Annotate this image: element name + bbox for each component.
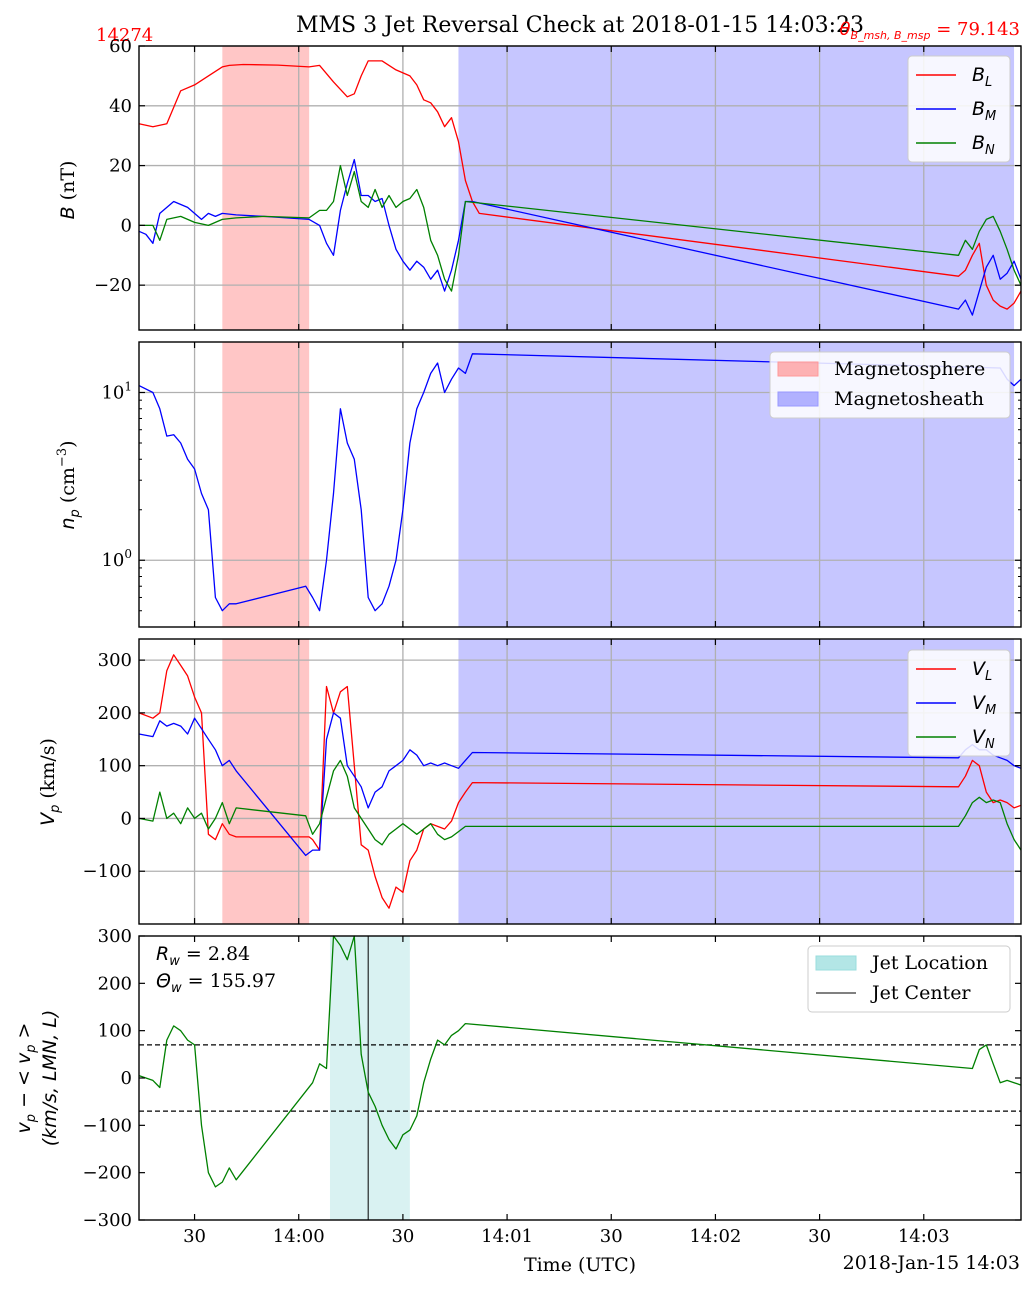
legend-magnetosheath-swatch	[777, 391, 819, 407]
date-label: 2018-Jan-15 14:03	[843, 1252, 1020, 1274]
legend-vl-label: VL	[972, 658, 992, 684]
y-tick-label: −300	[83, 1210, 132, 1231]
series-b-m	[138, 158, 1022, 316]
legend-vn-label: VN	[972, 726, 995, 752]
y-tick-label: 0	[121, 808, 132, 829]
x-tick-label: 30	[391, 1226, 414, 1247]
legend-jet-center-label: Jet Center	[870, 982, 971, 1004]
x-tick-label: 30	[183, 1226, 206, 1247]
y-tick-label: 200	[98, 973, 132, 994]
b-field-panel: −20 0 20 40 60 BL BM BN	[94, 36, 1022, 331]
y-tick-label: 0	[121, 1068, 132, 1089]
axes-frame	[138, 45, 1022, 331]
ylabel-dv-line2: (km/s, LMN, L)	[39, 1010, 61, 1147]
orbit-label: 14274	[96, 25, 153, 46]
region-magnetosphere	[222, 46, 310, 330]
y-tick-label: −100	[83, 861, 132, 882]
legend-magnetosheath-label: Magnetosheath	[834, 388, 984, 410]
x-tick-label: 14:00	[273, 1226, 325, 1247]
y-tick-label: 20	[109, 156, 132, 177]
theta-annotation: θB_msh, B_msp = 79.143	[840, 19, 1020, 42]
x-tick-label: 30	[600, 1226, 623, 1247]
series-b-l	[138, 60, 1022, 310]
y-tick-label: 40	[109, 96, 132, 117]
legend-magnetosphere-label: Magnetosphere	[834, 358, 985, 380]
legend-bl-label: BL	[972, 64, 992, 90]
y-tick-label: 100	[98, 1021, 132, 1042]
y-tick-label: −200	[83, 1163, 132, 1184]
legend-box	[807, 945, 1011, 1013]
x-tick-label: 14:01	[481, 1226, 533, 1247]
axes-frame	[138, 638, 1022, 925]
legend-magnetosphere-swatch	[777, 361, 819, 377]
series-jet	[138, 935, 1022, 1188]
axes-frame	[138, 341, 1022, 628]
y-tick-label: 100	[98, 756, 132, 777]
ylabel-b: B (nT)	[57, 161, 79, 220]
ylabel-n: np (cm−3)	[55, 440, 83, 529]
legend-jet-location-label: Jet Location	[870, 952, 988, 974]
region-magnetosphere	[222, 639, 310, 924]
legend-vm-label: VM	[972, 692, 996, 718]
legend-box	[907, 649, 1011, 757]
y-tick-label: 300	[98, 650, 132, 671]
legend-jet-location-swatch	[815, 955, 857, 971]
xaxis-label: Time (UTC)	[524, 1254, 636, 1276]
y-tick-label: −20	[94, 275, 132, 296]
figure-title: MMS 3 Jet Reversal Check at 2018-01-15 1…	[296, 13, 864, 38]
legend-bn-label: BN	[972, 132, 995, 158]
series-n-p	[138, 353, 1022, 612]
y-tick-label: −100	[83, 1115, 132, 1136]
velocity-panel: −100 0 100 200 300 VL VM VN	[83, 638, 1022, 925]
series-v-n	[138, 759, 1022, 851]
series-v-l	[138, 654, 1022, 909]
jet-panel: −300 −200 −100 0 100 200 300 30 14:00 30 14:01 30 14…	[83, 926, 1022, 1247]
ylabel-v: Vp (km/s)	[37, 738, 63, 826]
y-tick-label: 0	[121, 215, 132, 236]
y-tick-label: 60	[109, 36, 132, 57]
region-magnetosphere	[222, 342, 310, 627]
y-tick-label: 200	[98, 703, 132, 724]
y-tick-label: 100	[101, 547, 132, 571]
x-tick-label: 30	[808, 1226, 831, 1247]
legend-box	[907, 55, 1011, 163]
density-panel: 100 101 Magnetosphere Magnetosheath	[101, 341, 1022, 628]
series-b-n	[139, 164, 1022, 292]
region-jet-location	[329, 936, 410, 1220]
x-tick-label: 14:02	[689, 1226, 741, 1247]
legend-box	[769, 351, 1011, 419]
y-tick-label: 300	[98, 926, 132, 947]
theta-w-annotation: Θw = 155.97	[156, 970, 276, 996]
x-tick-label: 14:03	[898, 1226, 950, 1247]
y-tick-label: 101	[101, 379, 132, 403]
rw-annotation: Rw = 2.84	[156, 943, 250, 969]
legend-bm-label: BM	[972, 98, 996, 124]
ylabel-dv-line1: vp − < vp >	[13, 1023, 39, 1134]
